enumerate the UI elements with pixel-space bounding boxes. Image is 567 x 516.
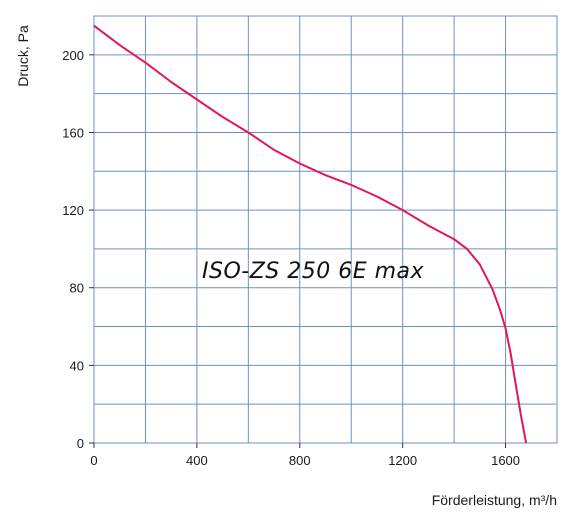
y-tick-label-4: 160 <box>62 125 84 140</box>
x-tick-label-0: 0 <box>90 453 97 468</box>
plot-frame <box>93 15 558 444</box>
y-tick-label-5: 200 <box>62 48 84 63</box>
y-tick-label-3: 120 <box>62 203 84 218</box>
model-annotation: ISO-ZS 250 6E max <box>202 259 425 284</box>
x-tick-label-2: 800 <box>289 453 311 468</box>
grid <box>94 16 557 443</box>
x-tick-label-4: 1600 <box>491 453 520 468</box>
tick-labels: 0 400 800 1200 1600 0 40 80 120 160 200 <box>62 48 520 468</box>
x-tick-label-1: 400 <box>186 453 208 468</box>
y-tick-label-1: 40 <box>70 358 84 373</box>
series-line <box>93 24 528 444</box>
y-tick-label-2: 80 <box>70 281 84 296</box>
x-tick-label-3: 1200 <box>388 453 417 468</box>
y-axis-label: Druck, Pa <box>15 25 31 87</box>
y-tick-label-0: 0 <box>77 436 84 451</box>
x-axis-label: Förderleistung, m³/h <box>432 492 557 508</box>
